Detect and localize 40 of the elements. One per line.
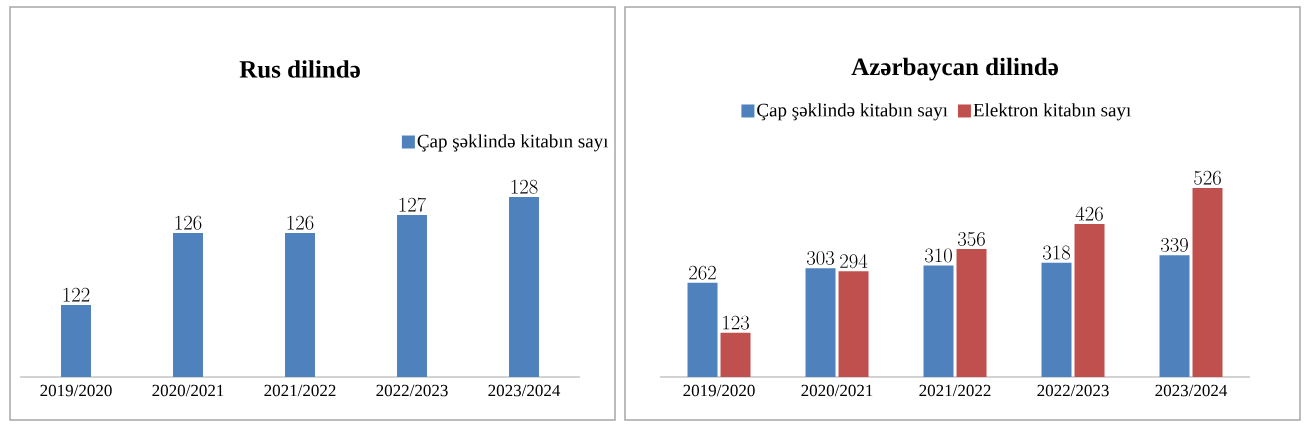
data-label: 310	[924, 248, 952, 263]
x-tick-label: 2022/2023	[376, 384, 448, 397]
chart-title: Rus dilində	[239, 60, 360, 78]
data-label: 126	[175, 215, 202, 230]
legend-label: Elektron kitabın sayı	[973, 103, 1131, 121]
bar	[838, 271, 869, 377]
x-tick-label: 2022/2023	[1037, 384, 1109, 397]
data-label: 339	[1161, 238, 1188, 252]
bar	[1159, 255, 1190, 377]
x-tick-label: 2021/2022	[264, 384, 336, 397]
legend-label: Çap şəklində kitabın sayı	[417, 134, 609, 152]
x-tick-label: 2020/2021	[801, 384, 873, 397]
bar	[1041, 262, 1072, 377]
bar	[956, 249, 987, 377]
bar	[923, 265, 954, 377]
data-label: 303	[806, 250, 835, 265]
data-label: 123	[723, 315, 750, 330]
data-label: 356	[957, 231, 985, 246]
data-label: 126	[287, 215, 314, 230]
bar	[687, 282, 718, 377]
data-label: 526	[1194, 170, 1221, 185]
data-label: 122	[63, 287, 90, 302]
legend-label: Çap şəklində kitabın sayı	[757, 103, 948, 121]
x-tick-label: 2020/2021	[152, 384, 224, 397]
chart-title: Azərbaycan dilində	[851, 57, 1058, 81]
x-tick-label: 2019/2020	[683, 384, 755, 397]
x-tick-label: 2019/2020	[40, 384, 112, 397]
x-tick-label: 2023/2024	[1155, 384, 1228, 397]
data-label: 262	[689, 265, 716, 280]
bar	[1192, 188, 1223, 377]
data-label: 128	[511, 179, 538, 194]
x-tick-label: 2021/2022	[919, 384, 991, 397]
data-label: 426	[1075, 206, 1103, 221]
data-label: 127	[399, 197, 427, 212]
bar	[805, 268, 836, 377]
bar	[720, 332, 751, 377]
x-tick-label: 2023/2024	[488, 384, 561, 397]
data-label: 318	[1042, 245, 1071, 260]
data-label: 294	[840, 254, 868, 269]
bar	[1074, 223, 1105, 377]
